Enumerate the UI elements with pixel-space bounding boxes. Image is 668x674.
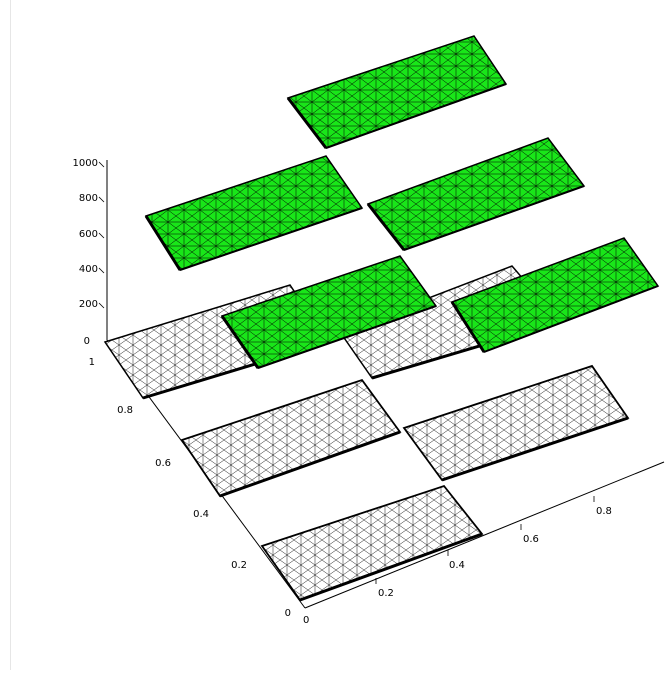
z-tick-label: 200	[79, 299, 98, 310]
x-tick-label: 0.8	[596, 506, 612, 517]
z-tick-label: 600	[79, 229, 98, 240]
y-tick-label: 0.4	[193, 509, 209, 520]
y-tick-label: 1	[89, 357, 95, 368]
z-tick-label: 0	[84, 336, 90, 347]
base-mesh-panel	[260, 484, 484, 602]
z-tick-label: 400	[79, 264, 98, 275]
x-tick-label: 0.2	[378, 588, 394, 599]
elevated-mesh-layer	[144, 35, 660, 369]
elevated-mesh-panel	[286, 35, 508, 149]
base-mesh-panel	[402, 364, 630, 482]
y-axis-ticks: 0 0.2 0.4 0.6 0.8 1	[89, 357, 291, 619]
x-tick-label: 0.6	[523, 534, 539, 545]
z-tick-label: 800	[79, 193, 98, 204]
x-axis-ticks: 0 0.2 0.4 0.6 0.8	[303, 496, 612, 626]
x-axis-line	[304, 461, 665, 609]
z-axis-ticks: 0 200 400 600 800 1000	[73, 158, 105, 347]
x-tick-label: 0	[303, 615, 309, 626]
x-tick-label: 0.4	[449, 560, 465, 571]
y-tick-label: 0.2	[231, 560, 247, 571]
base-mesh-panel	[180, 378, 402, 498]
elevated-mesh-panel	[144, 155, 364, 271]
elevated-mesh-panel	[450, 237, 660, 353]
y-tick-label: 0	[285, 608, 291, 619]
elevated-mesh-panel	[366, 137, 586, 251]
y-tick-label: 0.8	[117, 405, 133, 416]
y-tick-label: 0.6	[155, 458, 171, 469]
page-edge-rule	[10, 0, 11, 670]
z-tick-label: 1000	[73, 158, 98, 169]
